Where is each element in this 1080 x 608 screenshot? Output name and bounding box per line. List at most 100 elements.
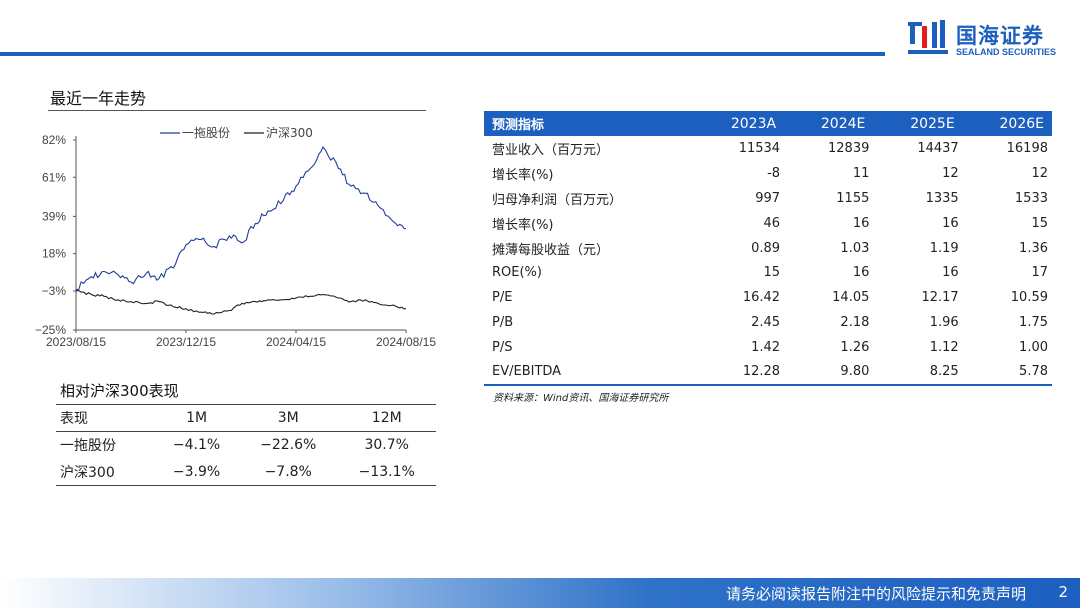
y-tick-label: 61% (42, 170, 66, 184)
forecast-cell: 9.80 (784, 360, 874, 386)
forecast-row: P/S 1.42 1.26 1.12 1.00 (484, 335, 1052, 360)
forecast-row-label: P/B (492, 315, 514, 331)
relative-cell: 30.7% (364, 437, 409, 454)
forecast-cell: 46 (763, 215, 781, 231)
y-tick-label: 82% (42, 133, 66, 147)
x-tick-label: 2024/04/15 (266, 335, 326, 349)
relative-title: 相对沪深300表现 (60, 382, 179, 400)
relative-cell: −22.6% (260, 437, 317, 454)
x-tick-label: 2023/08/15 (46, 335, 106, 349)
forecast-cell: 1155 (836, 190, 870, 206)
logo-english-name: SEALAND SECURITIES (956, 47, 1057, 57)
header-rule (0, 52, 885, 56)
trend-title-rule (48, 110, 426, 111)
y-tick-label: −25% (35, 323, 66, 337)
forecast-header-cell: 预测指标 (484, 111, 694, 136)
forecast-cell: 1.42 (751, 340, 781, 356)
forecast-cell: 11534 (738, 140, 781, 156)
relative-cell: −13.1% (337, 458, 436, 486)
forecast-cell: 1.75 (1019, 315, 1048, 331)
source-note: 资料来源：Wind资讯、国海证券研究所 (493, 393, 669, 404)
forecast-row: EV/EBITDA 12.28 9.80 8.25 5.78 (484, 360, 1052, 386)
forecast-row-label: 增长率(%) (492, 217, 554, 233)
forecast-cell: 12839 (828, 140, 870, 156)
forecast-cell: 15 (763, 265, 781, 281)
forecast-cell: 5.78 (962, 360, 1052, 386)
forecast-cell: 1.26 (840, 340, 870, 356)
forecast-row: 营业收入（百万元） 11534 12839 14437 16198 (484, 136, 1052, 161)
forecast-header-cell: 2024E (784, 111, 874, 136)
legend-label: 沪深300 (266, 126, 313, 140)
forecast-cell: 2.18 (840, 315, 870, 331)
trend-title: 最近一年走势 (50, 89, 147, 108)
forecast-cell: -8 (767, 165, 781, 181)
relative-cell: −4.1% (172, 437, 221, 454)
forecast-cell: 1533 (1014, 190, 1048, 206)
forecast-cell: 12 (1031, 165, 1048, 181)
brand-logo: 国海证券 SEALAND SECURITIES (908, 14, 1068, 60)
forecast-header-cell: 2023A (693, 111, 785, 136)
relative-header-cell: 12M (337, 404, 436, 432)
footer-bar: 请务必阅读报告附注中的风险提示和免责声明 2 (0, 578, 1080, 608)
relative-row-label: 一拖股份 (60, 438, 116, 455)
sealand-logo-icon (908, 20, 948, 54)
y-tick-label: 18% (42, 247, 66, 261)
forecast-cell: 16 (942, 265, 959, 281)
forecast-cell: 1.96 (929, 315, 959, 331)
relative-header-cell: 表现 (56, 404, 155, 432)
page-number: 2 (1058, 583, 1068, 601)
forecast-row: P/E 16.42 14.05 12.17 10.59 (484, 285, 1052, 310)
series-line-index (75, 289, 407, 315)
forecast-cell: 15 (1031, 215, 1048, 231)
relative-cell: −3.9% (154, 458, 239, 486)
relative-row: 沪深300 −3.9% −7.8% −13.1% (56, 458, 436, 486)
forecast-cell: 1.36 (1019, 240, 1048, 256)
x-tick-label: 2023/12/15 (156, 335, 216, 349)
y-tick-label: −3% (42, 284, 67, 298)
relative-row: 一拖股份 −4.1% −22.6% 30.7% (56, 432, 436, 459)
forecast-cell: 1.03 (840, 240, 870, 256)
forecast-row-label: 营业收入（百万元） (492, 142, 610, 158)
forecast-row-label: 摊薄每股收益（元） (492, 242, 610, 258)
forecast-row: P/B 2.45 2.18 1.96 1.75 (484, 310, 1052, 335)
relative-header-row: 表现 1M 3M 12M (56, 404, 436, 432)
forecast-cell: 16 (852, 265, 870, 281)
forecast-cell: 16198 (1006, 140, 1048, 156)
relative-row-label: 沪深300 (56, 458, 155, 486)
forecast-table: 预测指标 2023A 2024E 2025E 2026E 营业收入（百万元） 11… (484, 111, 1052, 386)
relative-header-cell: 1M (154, 404, 239, 432)
forecast-row: 增长率(%) -8 11 12 12 (484, 161, 1052, 186)
x-tick-label: 2024/08/15 (376, 335, 436, 349)
forecast-cell: 12 (942, 165, 959, 181)
legend-label: 一拖股份 (182, 126, 230, 140)
forecast-row-label: P/E (492, 290, 513, 306)
price-trend-chart: 82% 61% 39% 18% −3% −25%2023/08/15 2023/12/15 2… (35, 126, 436, 349)
forecast-cell: 12.28 (693, 360, 785, 386)
forecast-row: 归母净利润（百万元） 997 1155 1335 1533 (484, 186, 1052, 211)
forecast-row: ROE(%) 15 16 16 17 (484, 260, 1052, 285)
forecast-cell: 12.17 (921, 290, 959, 306)
forecast-cell: 16 (942, 215, 959, 231)
forecast-row-label: 增长率(%) (492, 167, 554, 183)
forecast-cell: 11 (852, 165, 870, 181)
forecast-cell: 14.05 (832, 290, 870, 306)
forecast-header-row: 预测指标 2023A 2024E 2025E 2026E (484, 111, 1052, 136)
forecast-cell: 10.59 (1010, 290, 1048, 306)
forecast-cell: 17 (1031, 265, 1048, 281)
forecast-cell: 1335 (925, 190, 959, 206)
forecast-row-label: ROE(%) (492, 265, 542, 281)
forecast-cell: 1.19 (929, 240, 959, 256)
logo-chinese-name: 国海证券 (956, 24, 1044, 48)
series-line-stock (75, 146, 407, 291)
forecast-row: 增长率(%) 46 16 16 15 (484, 211, 1052, 236)
disclaimer-text: 请务必阅读报告附注中的风险提示和免责声明 (725, 585, 1026, 603)
forecast-cell: 997 (755, 190, 781, 206)
forecast-row-label: 归母净利润（百万元） (492, 192, 623, 208)
forecast-row-label: P/S (492, 340, 513, 356)
forecast-header-cell: 2025E (873, 111, 963, 136)
forecast-cell: 16 (852, 215, 870, 231)
y-tick-label: 39% (42, 209, 66, 223)
forecast-row: 摊薄每股收益（元） 0.89 1.03 1.19 1.36 (484, 236, 1052, 261)
relative-performance-table: 表现 1M 3M 12M 一拖股份 −4.1% −22.6% 30.7% 沪深3… (56, 404, 436, 486)
forecast-cell: 16.42 (742, 290, 781, 306)
